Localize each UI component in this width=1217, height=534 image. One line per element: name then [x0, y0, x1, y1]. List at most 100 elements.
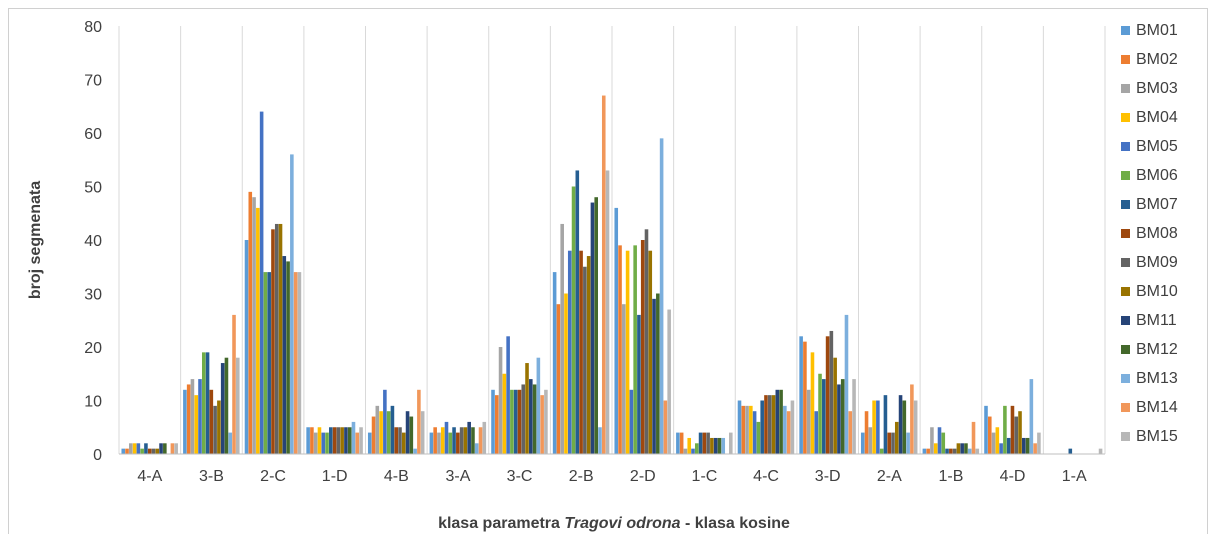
- bar: [1018, 411, 1022, 454]
- bar: [459, 427, 464, 454]
- legend-label: BM12: [1136, 341, 1178, 358]
- bar: [540, 395, 544, 454]
- bar: [786, 411, 791, 454]
- bar: [252, 197, 256, 454]
- legend-swatch: [1121, 142, 1130, 151]
- x-tick-label: 2-B: [569, 468, 594, 485]
- bar: [648, 250, 653, 454]
- bar: [933, 443, 938, 454]
- bar: [737, 400, 742, 454]
- legend-swatch: [1121, 200, 1130, 209]
- bar: [121, 448, 126, 454]
- bar: [894, 421, 899, 454]
- x-tick-label: 3-A: [445, 468, 470, 485]
- bar: [706, 432, 710, 454]
- y-tick-label: 70: [84, 73, 102, 90]
- bar: [967, 448, 972, 454]
- bar: [498, 347, 503, 454]
- bar: [663, 400, 668, 454]
- chart-frame: [8, 8, 1208, 534]
- bar: [174, 443, 178, 454]
- legend-label: BM02: [1136, 51, 1178, 68]
- bar: [256, 207, 260, 454]
- bar: [775, 389, 780, 454]
- bar: [290, 154, 294, 454]
- bar: [513, 389, 518, 454]
- bar: [840, 379, 845, 454]
- bar: [999, 443, 1003, 454]
- bar: [721, 437, 726, 454]
- bar: [259, 111, 264, 454]
- legend-swatch: [1121, 229, 1130, 238]
- bar: [478, 427, 483, 454]
- bar: [340, 427, 344, 454]
- bar: [448, 432, 453, 454]
- legend: BM01 BM02 BM03 BM04 BM05 BM06 BM07 BM08 BM09 BM10…: [1121, 22, 1178, 445]
- bar: [891, 432, 895, 454]
- bar: [456, 432, 460, 454]
- bar: [263, 272, 268, 454]
- bar: [605, 170, 610, 454]
- bar: [355, 432, 360, 454]
- bar: [433, 427, 437, 454]
- legend-label: BM04: [1136, 109, 1178, 126]
- legend-swatch: [1121, 26, 1130, 35]
- bar: [598, 427, 602, 454]
- bar: [945, 448, 949, 454]
- bar: [799, 336, 803, 454]
- bar: [201, 352, 206, 454]
- bar: [717, 437, 722, 454]
- bar: [129, 443, 133, 454]
- bar: [147, 448, 152, 454]
- bar: [876, 400, 880, 454]
- bar: [383, 389, 387, 454]
- bar: [390, 405, 395, 454]
- bar: [564, 293, 568, 454]
- bar: [228, 432, 233, 454]
- bar: [217, 400, 221, 454]
- bar: [803, 341, 807, 454]
- bar: [698, 432, 703, 454]
- bar: [359, 427, 363, 454]
- legend-label: BM10: [1136, 283, 1178, 300]
- legend-label: BM06: [1136, 167, 1178, 184]
- bar: [244, 240, 249, 454]
- x-tick-label: 1-C: [692, 468, 718, 485]
- bar: [913, 400, 918, 454]
- bar: [375, 405, 380, 454]
- x-tick-label: 2-D: [630, 468, 656, 485]
- bar: [1068, 448, 1073, 454]
- bar: [1014, 416, 1019, 454]
- bar: [818, 373, 822, 454]
- bar: [872, 400, 876, 454]
- legend-swatch: [1121, 171, 1130, 180]
- legend-label: BM09: [1136, 254, 1178, 271]
- y-tick-label: 50: [84, 180, 102, 197]
- bar: [633, 245, 637, 454]
- bar: [984, 405, 988, 454]
- x-tick-label: 3-C: [507, 468, 533, 485]
- y-axis-title: broj segmenata: [27, 181, 44, 299]
- legend-label: BM01: [1136, 22, 1178, 39]
- bar: [125, 448, 129, 454]
- legend-swatch: [1121, 55, 1130, 64]
- bar: [213, 405, 217, 454]
- bar: [810, 352, 815, 454]
- bar: [1033, 443, 1037, 454]
- bar: [506, 336, 510, 454]
- bar: [444, 421, 449, 454]
- bar: [371, 416, 376, 454]
- x-tick-label: 4-C: [753, 468, 779, 485]
- legend-swatch: [1121, 113, 1130, 122]
- bar: [321, 432, 326, 454]
- bar: [552, 272, 557, 454]
- bar: [848, 411, 853, 454]
- bar: [652, 298, 656, 454]
- bar: [898, 395, 903, 454]
- bar: [790, 400, 795, 454]
- bar: [474, 443, 479, 454]
- bar: [749, 405, 753, 454]
- legend-swatch: [1121, 345, 1130, 354]
- bar: [220, 363, 225, 454]
- x-tick-label: 4-D: [1000, 468, 1026, 485]
